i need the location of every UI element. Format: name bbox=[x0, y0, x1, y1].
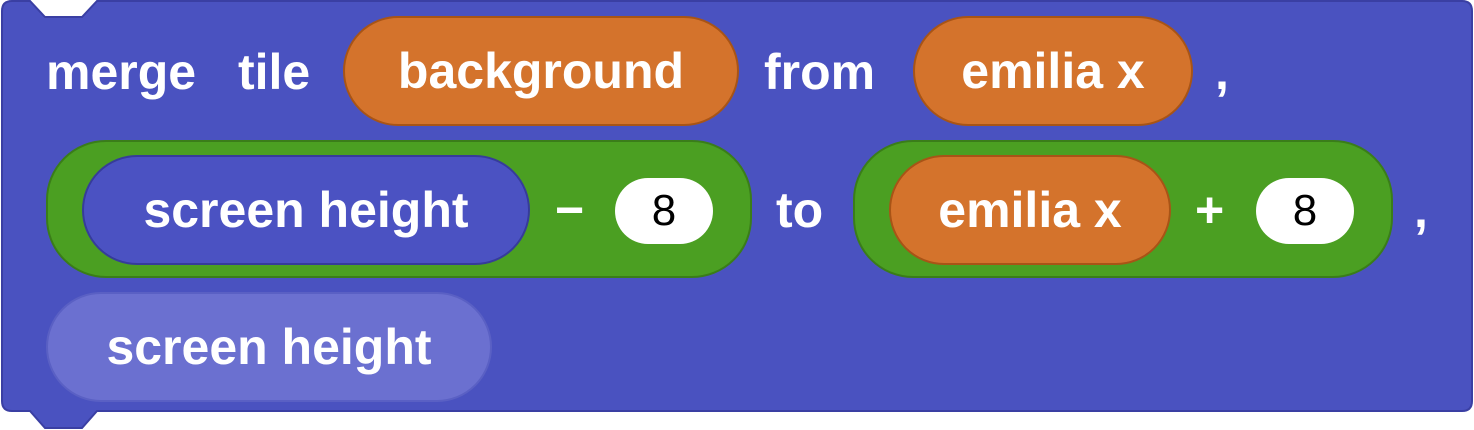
keyword-merge: merge bbox=[46, 44, 197, 100]
to-y-label: screen height bbox=[106, 319, 432, 375]
to-x-variable-label: emilia x bbox=[938, 182, 1122, 238]
from-x-variable-label: emilia x bbox=[961, 43, 1145, 99]
keyword-to: to bbox=[776, 182, 824, 238]
to-x-variable-reporter[interactable]: emilia x bbox=[889, 155, 1171, 265]
add-operand-input[interactable]: 8 bbox=[1256, 178, 1354, 244]
keyword-from: from bbox=[764, 44, 876, 100]
layer-variable-reporter[interactable]: background bbox=[343, 16, 739, 126]
comma-separator: , bbox=[1414, 182, 1428, 238]
subtract-operand-value: 8 bbox=[651, 186, 677, 235]
add-operand-value: 8 bbox=[1292, 186, 1318, 235]
screen-height-label: screen height bbox=[143, 182, 469, 238]
to-y-reporter[interactable]: screen height bbox=[46, 292, 492, 402]
screen-height-reporter[interactable]: screen height bbox=[82, 155, 530, 265]
subtract-operand-input[interactable]: 8 bbox=[615, 178, 713, 244]
from-x-variable-reporter[interactable]: emilia x bbox=[913, 16, 1193, 126]
layer-variable-label: background bbox=[397, 43, 685, 99]
plus-operator: + bbox=[1195, 182, 1225, 238]
comma-separator: , bbox=[1215, 44, 1229, 100]
minus-operator: − bbox=[555, 182, 585, 238]
keyword-tile: tile bbox=[238, 44, 311, 100]
